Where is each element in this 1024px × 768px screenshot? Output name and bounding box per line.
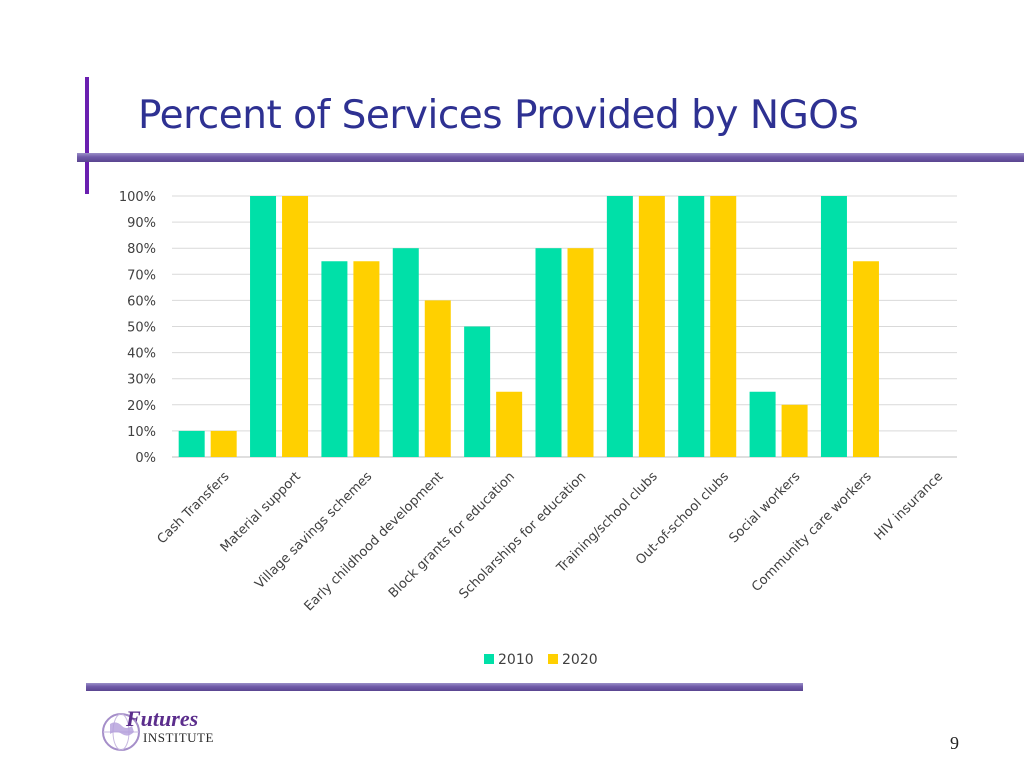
- bar-2020: [781, 404, 808, 457]
- bar-2010: [464, 326, 491, 457]
- footer-divider: [86, 683, 803, 691]
- bar-2010: [178, 430, 205, 457]
- logo-name: Futures: [126, 706, 199, 731]
- y-tick-label: 100%: [119, 190, 156, 205]
- bar-2010: [606, 196, 633, 457]
- y-tick-label: 10%: [127, 425, 156, 440]
- y-axis-ticks: 0% 10% 20% 30% 40% 50% 60% 70% 80% 90% 100%: [119, 190, 156, 466]
- bar-2020: [638, 196, 665, 457]
- bar-2010: [820, 196, 847, 457]
- bar-2020: [567, 248, 594, 457]
- bars: [178, 196, 879, 457]
- legend-swatch-2010: [484, 654, 494, 664]
- bar-2020: [353, 261, 380, 457]
- y-tick-label: 70%: [127, 268, 156, 283]
- logo-subtitle: INSTITUTE: [143, 730, 214, 745]
- bar-2010: [392, 248, 419, 457]
- slide-title: Percent of Services Provided by NGOs: [138, 93, 859, 138]
- y-tick-label: 40%: [127, 347, 156, 362]
- bar-2020: [210, 430, 237, 457]
- y-tick-label: 90%: [127, 216, 156, 231]
- bar-2020: [710, 196, 737, 457]
- y-tick-label: 20%: [127, 399, 156, 414]
- legend-swatch-2020: [548, 654, 558, 664]
- x-tick-label: Block grants for education: [386, 469, 518, 601]
- page-number: 9: [950, 733, 959, 753]
- legend: 2010 2020: [484, 652, 598, 668]
- x-tick-label: Scholarships for education: [457, 469, 590, 602]
- x-tick-label: HIV insurance: [872, 469, 946, 543]
- title-divider: [77, 153, 1024, 162]
- x-tick-label: Village savings schemes: [252, 469, 375, 592]
- legend-label-2020: 2020: [562, 652, 598, 668]
- globe-icon: [102, 713, 140, 751]
- bar-2020: [282, 196, 309, 457]
- bar-2010: [321, 261, 348, 457]
- bar-2010: [250, 196, 277, 457]
- accent-vertical-bar: [85, 77, 89, 194]
- bar-2020: [424, 300, 451, 457]
- x-tick-label: Social workers: [726, 469, 803, 546]
- bar-2010: [535, 248, 562, 457]
- bar-2020: [496, 391, 523, 457]
- x-tick-label: Early childhood development: [302, 469, 447, 614]
- y-tick-label: 0%: [135, 451, 156, 466]
- bar-2020: [852, 261, 879, 457]
- bar-2010: [678, 196, 705, 457]
- x-tick-label: Cash Transfers: [155, 469, 233, 547]
- bar-2010: [749, 391, 776, 457]
- futures-institute-logo: Futures INSTITUTE: [100, 706, 230, 756]
- x-tick-label: Community care workers: [749, 469, 875, 595]
- y-tick-label: 50%: [127, 321, 156, 336]
- legend-label-2010: 2010: [498, 652, 534, 668]
- y-tick-label: 30%: [127, 373, 156, 388]
- y-tick-label: 60%: [127, 294, 156, 309]
- y-tick-label: 80%: [127, 242, 156, 257]
